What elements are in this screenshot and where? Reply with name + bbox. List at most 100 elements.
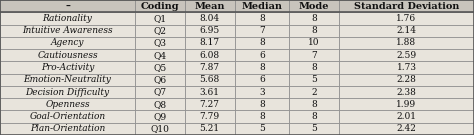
Text: 8: 8 [311, 112, 317, 121]
Bar [235, 110, 289, 123]
Bar [289, 25, 339, 37]
Bar [0, 0, 135, 12]
Text: Agency: Agency [51, 38, 84, 48]
Text: 8: 8 [311, 14, 317, 23]
Bar [185, 25, 235, 37]
Text: Mean: Mean [194, 2, 225, 11]
Bar [0, 25, 135, 37]
Text: Q8: Q8 [154, 100, 166, 109]
Text: 6.08: 6.08 [200, 51, 220, 60]
Text: 1.73: 1.73 [396, 63, 417, 72]
Text: 5: 5 [259, 124, 265, 133]
Bar [289, 37, 339, 49]
Text: Q2: Q2 [154, 26, 166, 35]
Bar [289, 123, 339, 135]
Text: Intuitive Awareness: Intuitive Awareness [22, 26, 113, 35]
Text: 1.99: 1.99 [396, 100, 417, 109]
Text: 8: 8 [259, 100, 265, 109]
Bar [339, 98, 474, 110]
Text: Pro-Activity: Pro-Activity [41, 63, 94, 72]
Bar [339, 110, 474, 123]
Bar [339, 12, 474, 25]
Text: 7: 7 [259, 26, 265, 35]
Text: 8.04: 8.04 [200, 14, 220, 23]
Text: 8: 8 [259, 14, 265, 23]
Text: 2.59: 2.59 [396, 51, 417, 60]
Bar [135, 74, 185, 86]
Bar [185, 74, 235, 86]
Bar [0, 86, 135, 98]
Text: 1.88: 1.88 [396, 38, 417, 48]
Text: 2.01: 2.01 [396, 112, 417, 121]
Bar [235, 123, 289, 135]
Bar [339, 61, 474, 74]
Bar [135, 110, 185, 123]
Text: Mode: Mode [299, 2, 329, 11]
Bar [0, 61, 135, 74]
Text: 2.42: 2.42 [397, 124, 416, 133]
Text: 8: 8 [259, 63, 265, 72]
Bar [185, 98, 235, 110]
Bar [185, 86, 235, 98]
Bar [135, 12, 185, 25]
Bar [339, 123, 474, 135]
Text: 7.87: 7.87 [200, 63, 220, 72]
Bar [135, 123, 185, 135]
Text: –: – [65, 2, 70, 11]
Text: 7: 7 [311, 51, 317, 60]
Bar [135, 37, 185, 49]
Text: 1.76: 1.76 [396, 14, 417, 23]
Text: Q6: Q6 [154, 75, 166, 84]
Bar [235, 0, 289, 12]
Bar [339, 74, 474, 86]
Bar [0, 74, 135, 86]
Text: 7.27: 7.27 [200, 100, 220, 109]
Text: Rationality: Rationality [43, 14, 92, 23]
Text: Median: Median [241, 2, 283, 11]
Text: 10: 10 [308, 38, 320, 48]
Text: Plan-Orientation: Plan-Orientation [30, 124, 105, 133]
Text: 5.21: 5.21 [200, 124, 220, 133]
Text: Goal-Orientation: Goal-Orientation [29, 112, 106, 121]
Bar [235, 86, 289, 98]
Bar [339, 25, 474, 37]
Bar [289, 49, 339, 61]
Text: 8: 8 [259, 38, 265, 48]
Bar [185, 12, 235, 25]
Text: 8: 8 [259, 112, 265, 121]
Bar [135, 0, 185, 12]
Bar [135, 49, 185, 61]
Bar [289, 61, 339, 74]
Bar [135, 98, 185, 110]
Text: 2.38: 2.38 [397, 87, 416, 97]
Bar [235, 12, 289, 25]
Text: 5.68: 5.68 [200, 75, 220, 84]
Bar [235, 74, 289, 86]
Bar [289, 98, 339, 110]
Text: Cautiousness: Cautiousness [37, 51, 98, 60]
Text: Q7: Q7 [154, 87, 166, 97]
Text: Coding: Coding [141, 2, 179, 11]
Bar [235, 37, 289, 49]
Text: 2.14: 2.14 [396, 26, 417, 35]
Bar [0, 110, 135, 123]
Bar [235, 61, 289, 74]
Bar [185, 49, 235, 61]
Text: 5: 5 [311, 75, 317, 84]
Text: 7.79: 7.79 [200, 112, 220, 121]
Text: 2.28: 2.28 [397, 75, 416, 84]
Bar [339, 86, 474, 98]
Bar [185, 61, 235, 74]
Text: 3.61: 3.61 [200, 87, 220, 97]
Bar [185, 110, 235, 123]
Bar [135, 61, 185, 74]
Text: Q9: Q9 [154, 112, 166, 121]
Text: Decision Difficulty: Decision Difficulty [26, 87, 109, 97]
Text: 6: 6 [259, 75, 265, 84]
Text: Q10: Q10 [151, 124, 169, 133]
Bar [235, 98, 289, 110]
Text: Q1: Q1 [154, 14, 166, 23]
Bar [339, 0, 474, 12]
Bar [339, 49, 474, 61]
Bar [0, 49, 135, 61]
